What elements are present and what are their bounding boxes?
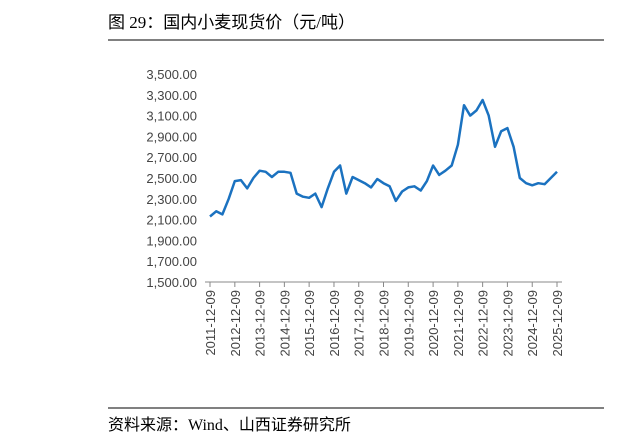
x-tick-label: 2017-12-09 (352, 290, 367, 357)
y-tick-label: 3,100.00 (146, 109, 197, 124)
x-tick-label: 2018-12-09 (377, 290, 392, 357)
chart-title: 图 29：国内小麦现货价（元/吨） (108, 13, 355, 32)
x-tick-label: 2019-12-09 (401, 290, 416, 357)
x-tick-label: 2011-12-09 (203, 290, 218, 356)
x-tick-label: 2014-12-09 (277, 290, 292, 357)
x-tick-label: 2022-12-09 (476, 290, 491, 357)
x-tick-label: 2012-12-09 (228, 290, 243, 357)
y-tick-label: 3,300.00 (146, 88, 197, 103)
x-tick-label: 2024-12-09 (525, 290, 540, 357)
x-tick-label: 2013-12-09 (253, 290, 268, 357)
x-tick-label: 2016-12-09 (327, 290, 342, 357)
x-tick-label: 2015-12-09 (302, 290, 317, 357)
y-tick-label: 2,900.00 (146, 129, 197, 144)
y-tick-label: 1,500.00 (146, 275, 197, 290)
y-tick-label: 1,900.00 (146, 233, 197, 248)
source: 资料来源：Wind、山西证券研究所 (108, 416, 351, 434)
y-tick-label: 2,500.00 (146, 171, 197, 186)
y-tick-label: 1,700.00 (146, 254, 197, 269)
x-tick-label: 2020-12-09 (426, 290, 441, 357)
y-tick-label: 2,300.00 (146, 192, 197, 207)
y-tick-label: 2,700.00 (146, 150, 197, 165)
x-tick-label: 2025-12-09 (550, 290, 565, 357)
price-line (209, 98, 558, 218)
y-tick-label: 2,100.00 (146, 213, 197, 228)
y-tick-label: 3,500.00 (146, 67, 197, 82)
x-tick-label: 2023-12-09 (500, 290, 515, 357)
x-tick-label: 2021-12-09 (451, 290, 466, 357)
